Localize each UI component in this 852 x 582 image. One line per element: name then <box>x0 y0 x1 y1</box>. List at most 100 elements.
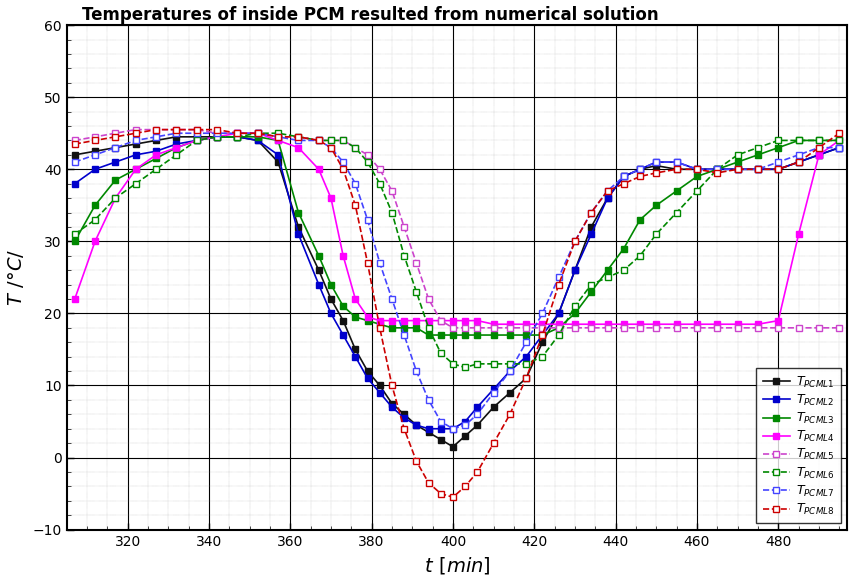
$T_{PCML1}$ <box>70 151 80 158</box>
$T_{PCML6}$ <box>411 288 421 295</box>
$T_{PCML3}$ <box>350 314 360 321</box>
$T_{PCML6}$ <box>691 187 701 194</box>
$T_{PCML2}$ <box>732 166 742 173</box>
$T_{PCML7}$ <box>634 166 644 173</box>
$T_{PCML8}$ <box>435 490 446 497</box>
$T_{PCML8}$ <box>472 469 482 475</box>
$T_{PCML1}$ <box>634 166 644 173</box>
$T_{PCML1}$ <box>192 133 202 140</box>
$T_{PCML3}$ <box>70 238 80 245</box>
$T_{PCML6}$ <box>314 137 324 144</box>
$T_{PCML4}$ <box>252 130 262 137</box>
$T_{PCML6}$ <box>732 151 742 158</box>
$T_{PCML7}$ <box>399 332 409 339</box>
$T_{PCML3}$ <box>130 166 141 173</box>
$T_{PCML5}$ <box>70 137 80 144</box>
$T_{PCML5}$ <box>650 324 660 331</box>
$T_{PCML2}$ <box>293 230 303 237</box>
$T_{PCML2}$ <box>504 368 515 375</box>
$T_{PCML3}$ <box>488 332 498 339</box>
$T_{PCML3}$ <box>399 324 409 331</box>
$T_{PCML2}$ <box>618 173 628 180</box>
$T_{PCML4}$ <box>314 166 324 173</box>
$T_{PCML5}$ <box>447 324 458 331</box>
$T_{PCML6}$ <box>362 158 372 165</box>
$T_{PCML6}$ <box>792 137 803 144</box>
$T_{PCML7}$ <box>423 396 433 403</box>
$T_{PCML6}$ <box>537 353 547 360</box>
$T_{PCML8}$ <box>634 173 644 180</box>
$T_{PCML7}$ <box>314 137 324 144</box>
$T_{PCML4}$ <box>151 151 161 158</box>
$T_{PCML1}$ <box>337 317 348 324</box>
$T_{PCML8}$ <box>273 133 283 140</box>
$T_{PCML3}$ <box>504 332 515 339</box>
$T_{PCML2}$ <box>691 166 701 173</box>
$T_{PCML6}$ <box>435 350 446 357</box>
$T_{PCML1}$ <box>447 443 458 450</box>
$T_{PCML2}$ <box>772 166 782 173</box>
$T_{PCML5}$ <box>833 324 843 331</box>
$T_{PCML6}$ <box>337 137 348 144</box>
$T_{PCML6}$ <box>569 303 579 310</box>
$T_{PCML7}$ <box>411 368 421 375</box>
$T_{PCML8}$ <box>70 140 80 147</box>
$T_{PCML3}$ <box>192 137 202 144</box>
$T_{PCML4}$ <box>350 296 360 303</box>
$T_{PCML4}$ <box>752 321 763 328</box>
$T_{PCML2}$ <box>447 425 458 432</box>
$T_{PCML1}$ <box>435 436 446 443</box>
$T_{PCML2}$ <box>423 425 433 432</box>
$T_{PCML2}$ <box>110 158 120 165</box>
$T_{PCML5}$ <box>691 324 701 331</box>
$T_{PCML6}$ <box>671 209 681 216</box>
$T_{PCML6}$ <box>711 166 722 173</box>
$T_{PCML8}$ <box>569 238 579 245</box>
$T_{PCML4}$ <box>732 321 742 328</box>
$T_{PCML3}$ <box>833 137 843 144</box>
$T_{PCML8}$ <box>325 144 336 151</box>
$T_{PCML1}$ <box>602 194 612 201</box>
$T_{PCML8}$ <box>813 144 823 151</box>
$T_{PCML3}$ <box>293 209 303 216</box>
$T_{PCML4}$ <box>192 137 202 144</box>
$T_{PCML4}$ <box>423 317 433 324</box>
$T_{PCML6}$ <box>521 360 531 367</box>
$T_{PCML3}$ <box>362 317 372 324</box>
$T_{PCML4}$ <box>325 194 336 201</box>
$T_{PCML4}$ <box>374 317 384 324</box>
$T_{PCML3}$ <box>650 202 660 209</box>
$T_{PCML3}$ <box>752 151 763 158</box>
$T_{PCML8}$ <box>89 137 100 144</box>
$T_{PCML2}$ <box>833 144 843 151</box>
$T_{PCML5}$ <box>813 324 823 331</box>
$T_{PCML3}$ <box>151 155 161 162</box>
$T_{PCML6}$ <box>374 180 384 187</box>
$T_{PCML2}$ <box>130 151 141 158</box>
$T_{PCML7}$ <box>569 238 579 245</box>
$T_{PCML7}$ <box>711 166 722 173</box>
$T_{PCML1}$ <box>618 173 628 180</box>
$T_{PCML7}$ <box>325 144 336 151</box>
$T_{PCML4}$ <box>792 230 803 237</box>
$T_{PCML4}$ <box>711 321 722 328</box>
$T_{PCML2}$ <box>602 194 612 201</box>
$T_{PCML3}$ <box>325 281 336 288</box>
$T_{PCML4}$ <box>585 321 596 328</box>
$T_{PCML7}$ <box>130 137 141 144</box>
$T_{PCML6}$ <box>130 180 141 187</box>
$T_{PCML5}$ <box>374 166 384 173</box>
$T_{PCML2}$ <box>192 137 202 144</box>
$T_{PCML3}$ <box>792 137 803 144</box>
$T_{PCML4}$ <box>459 317 469 324</box>
$T_{PCML6}$ <box>70 230 80 237</box>
$T_{PCML1}$ <box>314 267 324 274</box>
$T_{PCML1}$ <box>350 346 360 353</box>
$T_{PCML1}$ <box>325 296 336 303</box>
$T_{PCML1}$ <box>362 368 372 375</box>
$T_{PCML2}$ <box>792 158 803 165</box>
$T_{PCML6}$ <box>813 137 823 144</box>
$T_{PCML3}$ <box>521 332 531 339</box>
$T_{PCML3}$ <box>447 332 458 339</box>
$T_{PCML8}$ <box>521 375 531 382</box>
